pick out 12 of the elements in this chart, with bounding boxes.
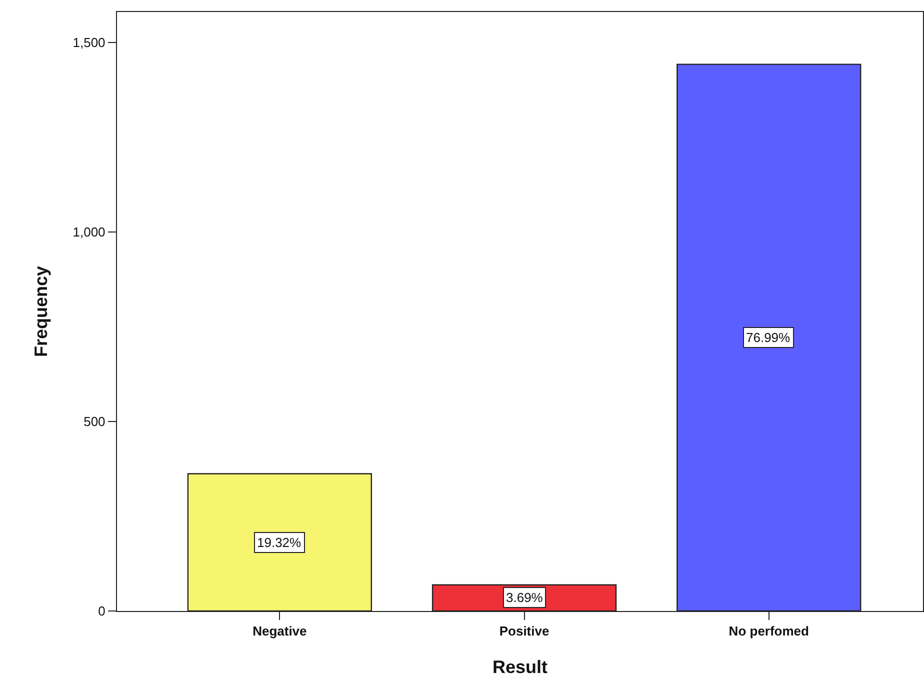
- x-tick-label: No perfomed: [728, 624, 810, 639]
- y-tick-label: 500: [84, 414, 106, 429]
- x-tick-label: Negative: [252, 624, 307, 639]
- annotation: 19.32%: [257, 535, 302, 550]
- annotation: 76.99%: [746, 330, 791, 345]
- annotation: 3.69%: [506, 590, 544, 605]
- y-tick-label: 1,500: [72, 34, 106, 50]
- x-tick-label: Positive: [499, 624, 550, 639]
- y-axis-title: Frequency: [30, 266, 51, 358]
- x-axis-title: Result: [492, 656, 548, 677]
- y-tick-label: 0: [98, 604, 106, 619]
- y-tick-label: 1,000: [72, 224, 106, 240]
